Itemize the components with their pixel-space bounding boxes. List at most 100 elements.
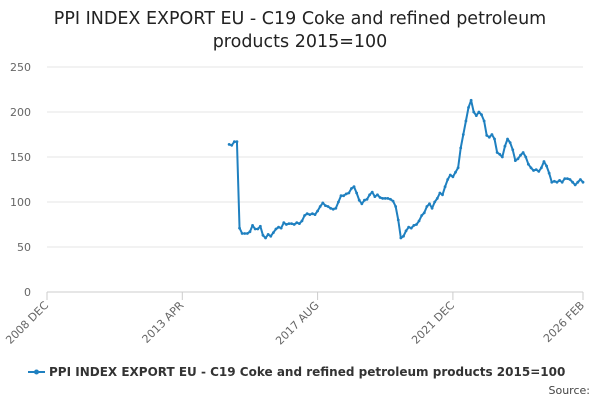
data-point[interactable] [269, 234, 273, 238]
data-point[interactable] [342, 194, 346, 198]
data-point[interactable] [321, 201, 325, 205]
data-point[interactable] [355, 191, 359, 195]
data-point[interactable] [461, 133, 465, 136]
data-point[interactable] [435, 197, 439, 200]
data-point[interactable] [469, 98, 473, 102]
data-point[interactable] [526, 162, 530, 166]
data-point[interactable] [368, 193, 372, 197]
data-point[interactable] [350, 187, 353, 190]
data-point[interactable] [579, 178, 582, 181]
data-point[interactable] [555, 180, 559, 184]
data-point[interactable] [547, 171, 551, 175]
data-point[interactable] [490, 133, 494, 136]
data-point[interactable] [402, 234, 405, 238]
data-point[interactable] [256, 227, 260, 231]
data-point[interactable] [422, 211, 426, 215]
data-point[interactable] [573, 183, 577, 187]
data-point[interactable] [394, 205, 398, 208]
data-point[interactable] [417, 219, 421, 223]
data-point[interactable] [253, 227, 257, 231]
data-point[interactable] [415, 223, 418, 226]
data-point[interactable] [264, 236, 267, 240]
data-point[interactable] [284, 223, 288, 226]
data-point[interactable] [240, 232, 244, 235]
data-point[interactable] [503, 144, 507, 148]
data-point[interactable] [386, 197, 390, 200]
data-point[interactable] [428, 202, 431, 206]
data-point[interactable] [412, 224, 416, 227]
data-point[interactable] [360, 202, 364, 206]
data-point[interactable] [326, 205, 330, 208]
data-point[interactable] [506, 137, 509, 141]
data-point[interactable] [500, 155, 504, 159]
data-point[interactable] [287, 222, 291, 226]
data-point[interactable] [576, 180, 580, 184]
data-point[interactable] [313, 213, 317, 217]
data-point[interactable] [282, 221, 286, 225]
data-point[interactable] [420, 214, 424, 217]
data-point[interactable] [454, 170, 457, 174]
data-point[interactable] [532, 169, 535, 172]
data-point[interactable] [274, 227, 278, 231]
data-point[interactable] [487, 135, 491, 139]
data-point[interactable] [305, 212, 309, 216]
data-point[interactable] [451, 175, 455, 179]
data-point[interactable] [316, 209, 319, 213]
data-point[interactable] [292, 223, 296, 226]
data-point[interactable] [357, 198, 361, 202]
data-point[interactable] [300, 219, 304, 223]
data-point[interactable] [378, 196, 382, 199]
data-point[interactable] [363, 198, 366, 202]
data-point[interactable] [365, 197, 369, 201]
data-point[interactable] [560, 180, 564, 184]
data-point[interactable] [230, 143, 234, 147]
data-point[interactable] [441, 193, 444, 197]
data-point[interactable] [568, 178, 572, 181]
data-point[interactable] [511, 148, 515, 152]
data-point[interactable] [464, 119, 468, 123]
data-point[interactable] [297, 222, 301, 226]
data-point[interactable] [438, 191, 442, 195]
data-point[interactable] [373, 195, 377, 199]
data-point[interactable] [404, 229, 408, 233]
data-point[interactable] [539, 166, 543, 170]
data-point[interactable] [563, 177, 567, 181]
data-point[interactable] [425, 205, 429, 208]
data-point[interactable] [493, 137, 496, 141]
data-point[interactable] [251, 224, 254, 227]
data-point[interactable] [552, 179, 556, 183]
data-point[interactable] [370, 190, 374, 194]
data-point[interactable] [227, 143, 231, 146]
data-point[interactable] [295, 221, 299, 225]
data-point[interactable] [472, 110, 476, 114]
data-point[interactable] [433, 200, 437, 204]
data-point[interactable] [245, 232, 249, 235]
data-point[interactable] [482, 119, 486, 123]
data-point[interactable] [279, 226, 283, 230]
data-point[interactable] [456, 166, 460, 170]
data-point[interactable] [311, 212, 314, 216]
data-point[interactable] [334, 206, 338, 210]
data-point[interactable] [347, 191, 351, 195]
data-point[interactable] [261, 233, 265, 237]
data-point[interactable] [376, 193, 379, 197]
data-point[interactable] [545, 164, 548, 168]
data-point[interactable] [391, 199, 395, 203]
data-point[interactable] [459, 146, 463, 150]
data-point[interactable] [290, 222, 293, 226]
data-point[interactable] [344, 192, 348, 196]
data-point[interactable] [308, 213, 312, 217]
data-point[interactable] [258, 224, 262, 228]
data-point[interactable] [303, 214, 306, 217]
data-point[interactable] [243, 232, 247, 235]
source-label[interactable]: Source: [549, 384, 591, 397]
data-point[interactable] [409, 226, 413, 230]
data-point[interactable] [383, 197, 387, 200]
data-point[interactable] [324, 204, 327, 208]
data-point[interactable] [329, 206, 333, 210]
data-point[interactable] [581, 180, 585, 184]
data-point[interactable] [352, 185, 356, 189]
data-point[interactable] [232, 140, 236, 144]
data-point[interactable] [550, 180, 554, 184]
data-point[interactable] [238, 226, 241, 230]
